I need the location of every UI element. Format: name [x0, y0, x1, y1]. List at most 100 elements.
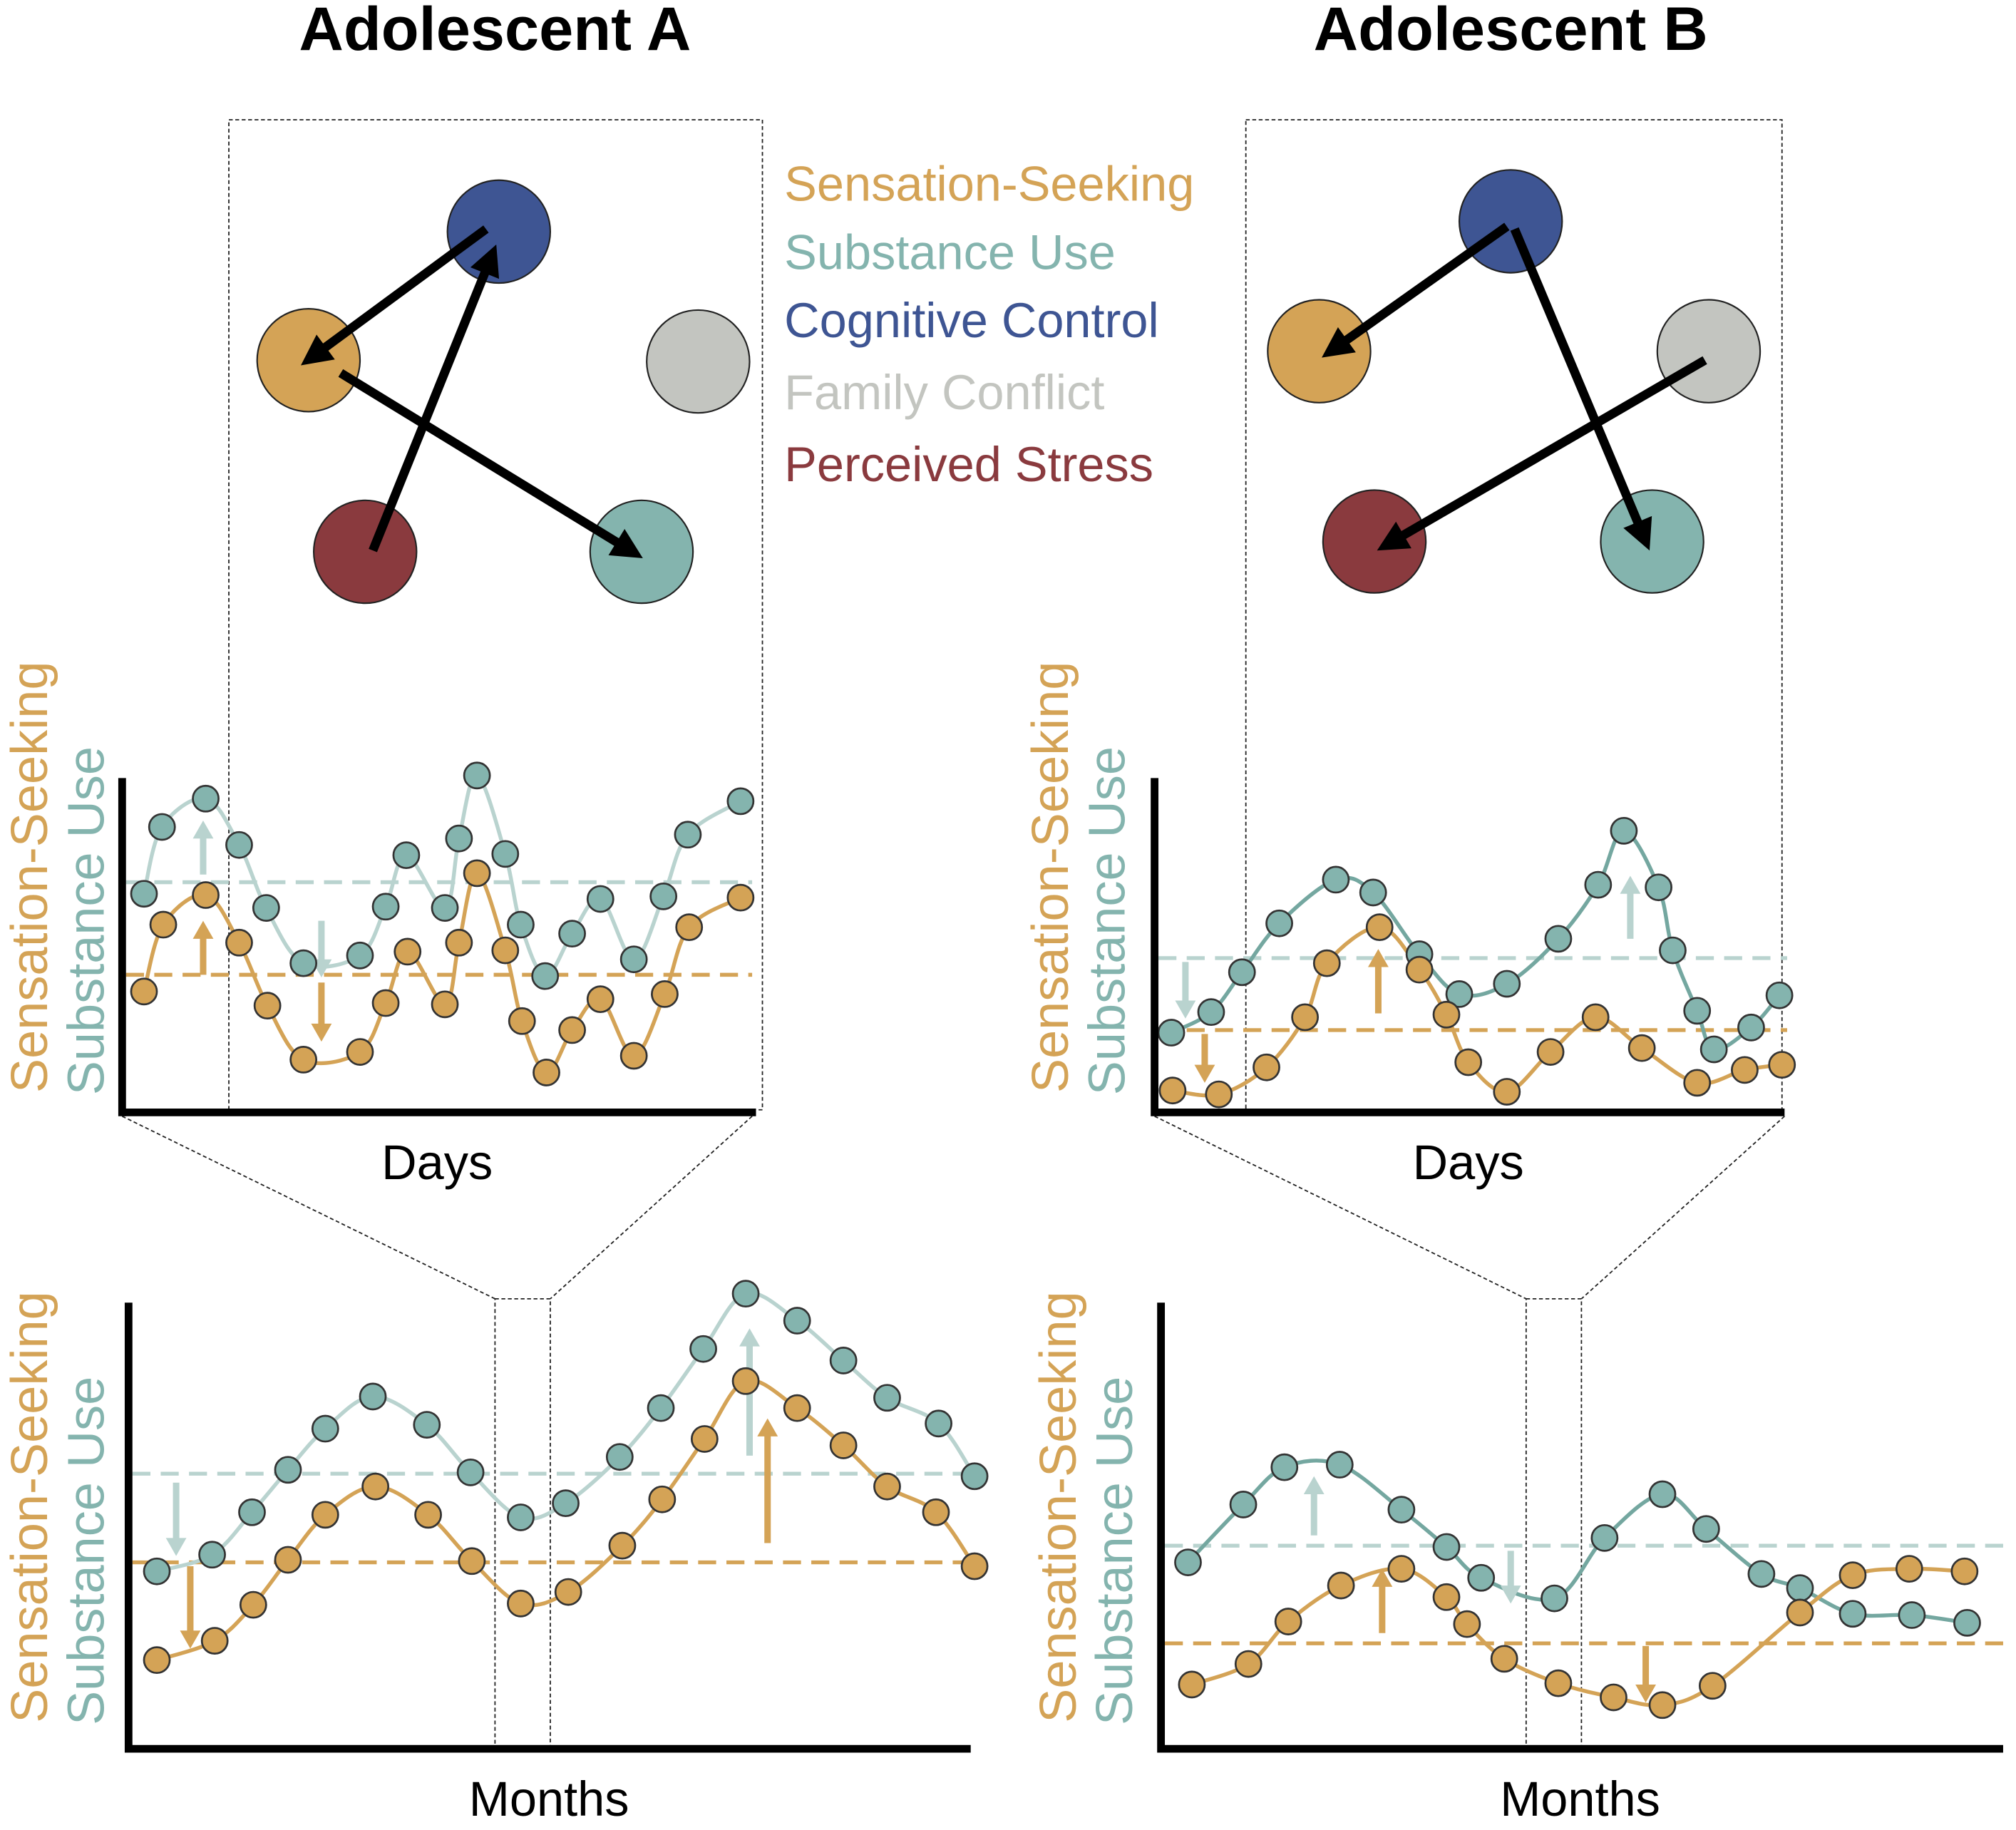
observation: [1253, 1053, 1280, 1081]
x-axis-label: Months: [1500, 1772, 1660, 1826]
observation: [960, 1462, 989, 1491]
zoom-box: [1525, 1297, 1583, 1750]
network-edge: [1342, 222, 1510, 345]
observation: [1590, 1523, 1619, 1552]
observation: [1359, 878, 1387, 907]
observation: [431, 990, 459, 1019]
observation: [726, 787, 755, 816]
deviation-arrow-head: [1175, 1000, 1196, 1019]
observation: [619, 1042, 648, 1070]
zoom-box: [494, 1297, 551, 1750]
observation: [491, 840, 520, 868]
observation: [463, 859, 491, 888]
observation: [1648, 1480, 1677, 1508]
observation: [1312, 949, 1341, 977]
observation: [1387, 1555, 1416, 1583]
deviation-arrow-head: [1368, 949, 1389, 967]
observation: [1405, 955, 1434, 984]
observation: [149, 910, 178, 939]
observation: [238, 1498, 266, 1526]
legend-entry: Substance Use: [784, 225, 1116, 279]
network-edge: [369, 269, 490, 552]
y-axis-label: Substance Use: [58, 1377, 115, 1725]
y-axis-label: Substance Use: [58, 746, 115, 1095]
legend-entry: Perceived Stress: [784, 437, 1153, 492]
observation: [651, 980, 679, 1008]
observation: [1453, 1610, 1481, 1638]
network-node: [1322, 489, 1427, 594]
trajectory: [156, 1290, 977, 1573]
observation: [1581, 1003, 1610, 1032]
observation: [1610, 816, 1638, 845]
observation: [1454, 1048, 1483, 1076]
y-axis-label: Sensation-Seeking: [1, 662, 58, 1093]
panel-title: Adolescent A: [299, 0, 691, 63]
trajectory: [1172, 925, 1783, 1098]
observation: [533, 1059, 560, 1086]
observation: [558, 1016, 586, 1044]
network-edge: [321, 225, 489, 353]
deviation-arrow-head: [1620, 875, 1641, 894]
observation: [130, 977, 158, 1006]
observation: [456, 1458, 485, 1486]
observation: [371, 989, 400, 1017]
observation: [192, 881, 220, 909]
network-edge: [1510, 227, 1643, 527]
observation: [1205, 1080, 1233, 1109]
deviation-arrow-head: [192, 920, 214, 939]
observation: [1950, 1557, 1979, 1585]
observation: [1648, 1691, 1677, 1720]
network-edge: [338, 369, 622, 548]
deviation-arrow-head: [1194, 1064, 1215, 1083]
deviation-arrow-head: [739, 1328, 760, 1347]
observation: [491, 936, 520, 965]
observation: [1699, 1035, 1728, 1064]
network-edge-head: [1623, 515, 1652, 551]
observation: [1327, 1571, 1355, 1600]
observation: [586, 885, 614, 913]
observation: [507, 910, 535, 939]
y-axis-label: Sensation-Seeking: [1022, 662, 1079, 1093]
observation: [507, 1589, 535, 1618]
observation: [1229, 1491, 1258, 1518]
observation: [619, 945, 648, 974]
network-node: [1458, 169, 1563, 274]
observation: [605, 1443, 634, 1471]
observation: [1645, 873, 1672, 902]
trajectory: [1190, 1566, 1965, 1708]
observation: [1493, 970, 1521, 998]
observation: [1490, 1645, 1518, 1673]
y-axis-label: Sensation-Seeking: [1, 1291, 58, 1722]
panel-title: Adolescent B: [1314, 0, 1708, 63]
observation: [1786, 1598, 1814, 1627]
network-node: [1600, 489, 1704, 594]
observation: [1322, 865, 1350, 894]
observation: [1838, 1561, 1867, 1590]
observation: [414, 1501, 442, 1529]
zoom-line: [121, 1115, 495, 1300]
legend-entry: Family Conflict: [784, 365, 1104, 420]
observation: [192, 784, 220, 813]
observation: [1157, 1019, 1186, 1047]
observation: [274, 1546, 302, 1574]
observation: [346, 1038, 374, 1066]
observation: [829, 1431, 858, 1459]
observation: [359, 1382, 387, 1411]
observation: [1698, 1672, 1727, 1700]
deviation-arrow-head: [192, 820, 214, 839]
network-node: [646, 309, 751, 414]
observation: [675, 913, 704, 942]
observation: [1178, 1670, 1206, 1699]
observation: [1895, 1555, 1923, 1583]
observation: [1432, 1000, 1461, 1029]
observation: [1541, 1584, 1568, 1613]
observation: [1445, 980, 1474, 1008]
observation: [1600, 1683, 1627, 1712]
observation: [1692, 1515, 1720, 1543]
deviation-arrow-head: [180, 1630, 201, 1649]
observation: [731, 1367, 760, 1395]
observation: [1683, 997, 1712, 1025]
observation: [289, 949, 318, 977]
observation: [392, 841, 421, 870]
